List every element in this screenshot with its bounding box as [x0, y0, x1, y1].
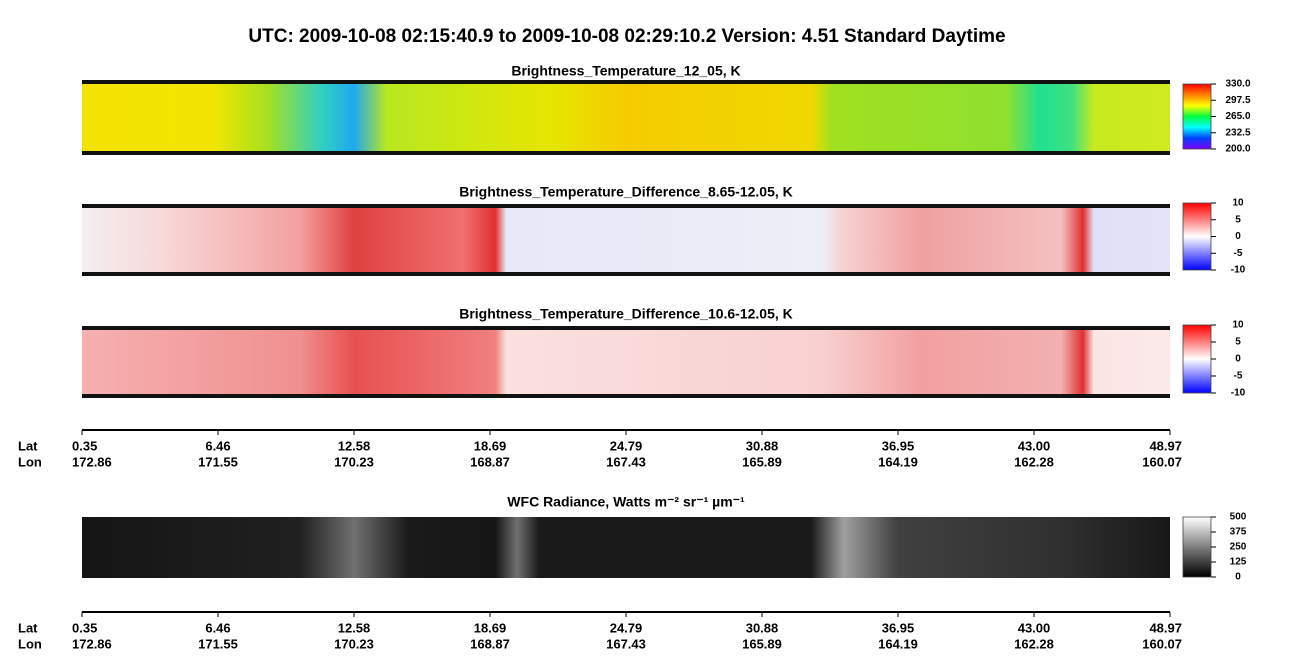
colorbar — [1182, 83, 1212, 150]
colorbar-tick-label: 232.5 — [1225, 127, 1250, 138]
lat-label: 6.46 — [205, 620, 230, 635]
lon-label: 162.28 — [1014, 636, 1054, 651]
lon-label: 167.43 — [606, 636, 646, 651]
colorbar-tick-label: 500 — [1230, 512, 1247, 523]
axis-row-label: Lat — [18, 620, 38, 635]
lon-label: 171.55 — [198, 636, 238, 651]
track-border — [82, 326, 1170, 330]
colorbar-tick-label: 250 — [1230, 542, 1247, 553]
axis-row-label: Lon — [18, 636, 42, 651]
lat-label: 12.58 — [338, 620, 371, 635]
lat-label: 18.69 — [474, 438, 507, 453]
colorbar-tick-label: -5 — [1234, 248, 1243, 259]
colorbar — [1182, 324, 1212, 394]
colorbar-tick-label: 375 — [1230, 527, 1247, 538]
figure-title: UTC: 2009-10-08 02:15:40.9 to 2009-10-08… — [248, 26, 1005, 47]
colorbar-tick-label: 10 — [1232, 198, 1244, 209]
colorbar-tick-label: 0 — [1235, 231, 1241, 242]
colorbar-tick-label: 5 — [1235, 214, 1241, 225]
colorbar-tick-label: 125 — [1230, 557, 1247, 568]
lat-label: 36.95 — [882, 438, 915, 453]
axis-row-label: Lon — [18, 454, 42, 469]
lat-label: 48.97 — [1149, 620, 1182, 635]
track-border — [82, 204, 1170, 208]
lon-label: 162.28 — [1014, 454, 1054, 469]
panel-title: Brightness_Temperature_12_05, K — [511, 63, 740, 79]
lon-label: 172.86 — [72, 454, 112, 469]
lon-label: 167.43 — [606, 454, 646, 469]
lon-label: 165.89 — [742, 454, 782, 469]
panel-image — [82, 517, 1170, 578]
track-border — [82, 151, 1170, 155]
colorbar-tick-label: 297.5 — [1225, 95, 1250, 106]
lat-label: 43.00 — [1018, 620, 1051, 635]
lon-label: 168.87 — [470, 636, 510, 651]
lon-label: 164.19 — [878, 636, 918, 651]
colorbar-tick-label: 5 — [1235, 337, 1241, 348]
lat-label: 6.46 — [205, 438, 230, 453]
lat-label: 43.00 — [1018, 438, 1051, 453]
lat-label: 0.35 — [72, 620, 97, 635]
lon-label: 172.86 — [72, 636, 112, 651]
lat-label: 12.58 — [338, 438, 371, 453]
lat-label: 36.95 — [882, 620, 915, 635]
lat-label: 30.88 — [746, 620, 779, 635]
colorbar-tick-label: -10 — [1231, 265, 1246, 276]
colorbar-tick-label: 0 — [1235, 572, 1241, 583]
lon-label: 160.07 — [1142, 454, 1182, 469]
lon-label: 170.23 — [334, 454, 374, 469]
colorbar-tick-label: -5 — [1234, 371, 1243, 382]
track-border — [82, 272, 1170, 276]
colorbar-tick-label: 10 — [1232, 320, 1244, 331]
lat-label: 24.79 — [610, 620, 643, 635]
lon-label: 171.55 — [198, 454, 238, 469]
lon-label: 168.87 — [470, 454, 510, 469]
panel-image — [82, 84, 1170, 151]
panel-title: WFC Radiance, Watts m⁻² sr⁻¹ µm⁻¹ — [507, 494, 745, 510]
colorbar — [1182, 516, 1212, 578]
lat-label: 18.69 — [474, 620, 507, 635]
lon-label: 165.89 — [742, 636, 782, 651]
lon-label: 164.19 — [878, 454, 918, 469]
panel-title: Brightness_Temperature_Difference_8.65-1… — [459, 184, 793, 200]
lat-label: 30.88 — [746, 438, 779, 453]
lat-label: 0.35 — [72, 438, 97, 453]
colorbar-tick-label: -10 — [1231, 388, 1246, 399]
colorbar-tick-label: 0 — [1235, 354, 1241, 365]
colorbar — [1182, 202, 1212, 271]
colorbar-tick-label: 200.0 — [1225, 144, 1250, 155]
lat-label: 48.97 — [1149, 438, 1182, 453]
panel-title: Brightness_Temperature_Difference_10.6-1… — [459, 306, 793, 322]
panel-image — [82, 208, 1170, 272]
lon-label: 160.07 — [1142, 636, 1182, 651]
track-border — [82, 80, 1170, 84]
colorbar-tick-label: 265.0 — [1225, 111, 1250, 122]
lat-label: 24.79 — [610, 438, 643, 453]
axis-row-label: Lat — [18, 438, 38, 453]
lon-label: 170.23 — [334, 636, 374, 651]
track-border — [82, 394, 1170, 398]
colorbar-tick-label: 330.0 — [1225, 79, 1250, 90]
panel-image — [82, 330, 1170, 394]
